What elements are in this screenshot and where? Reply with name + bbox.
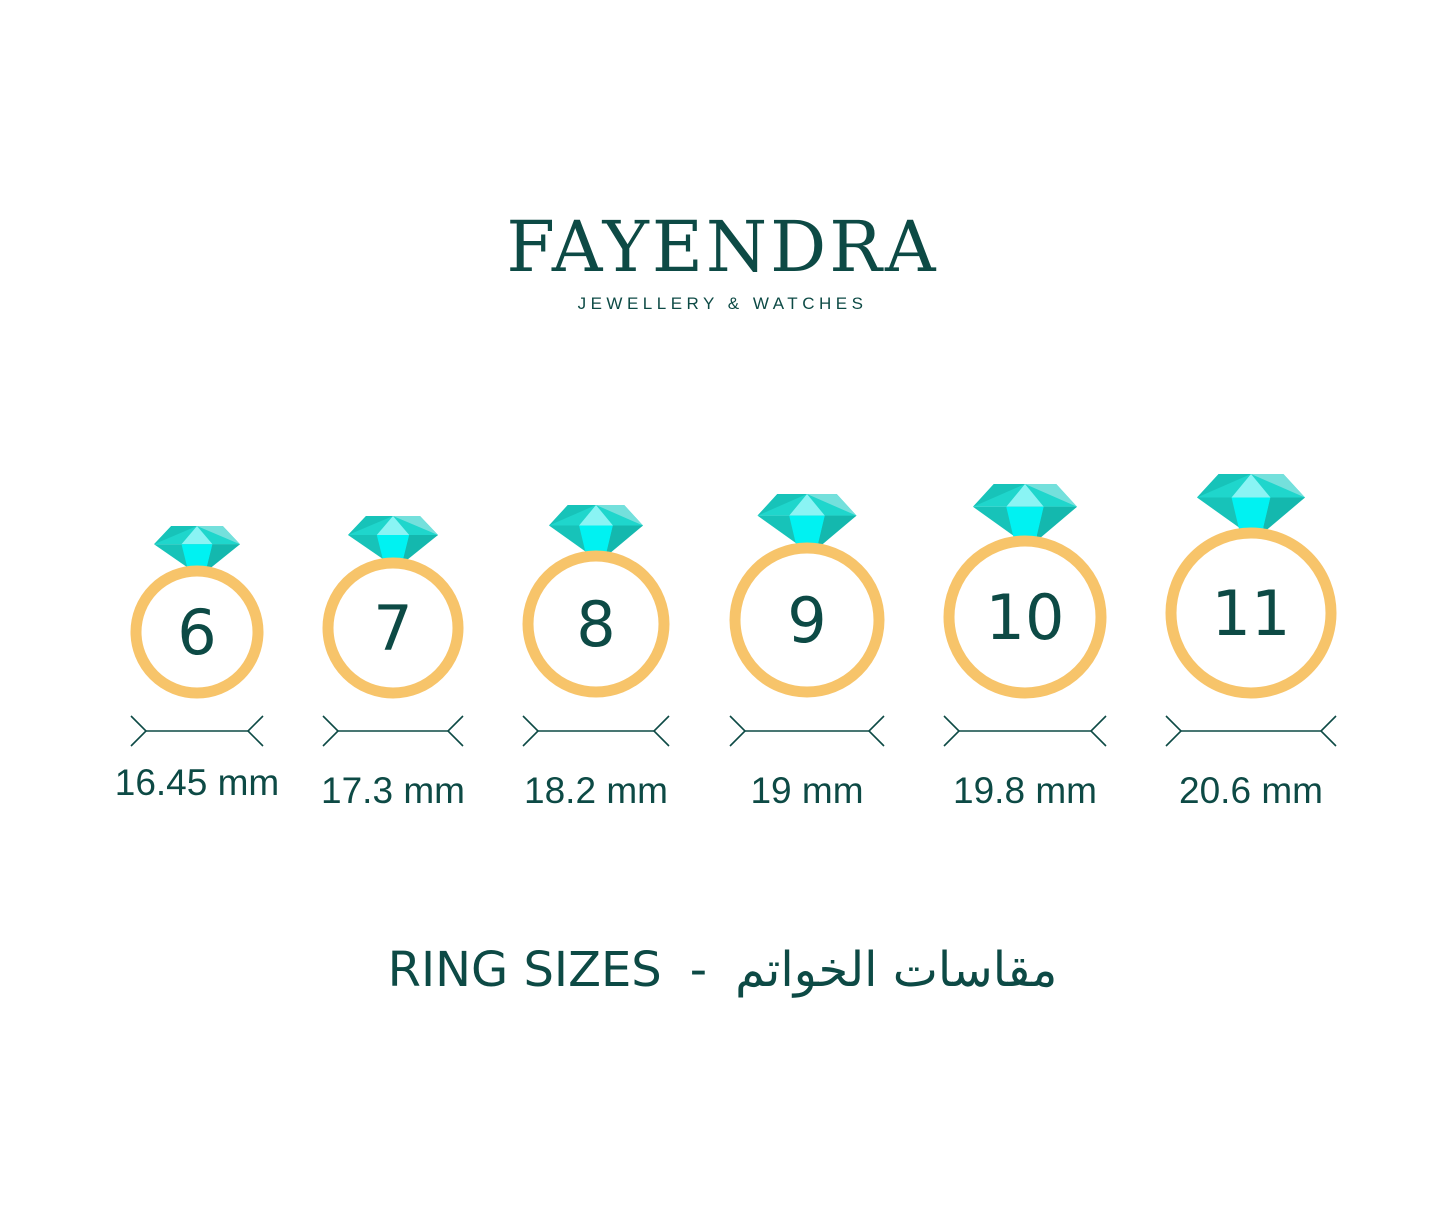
diameter-label: 16.45 mm [114,762,280,803]
ring-band [322,557,464,699]
brand-tagline: JEWELLERY & WATCHES [577,294,868,313]
diamond-icon [348,516,438,566]
diameter-arrow-icon [130,715,264,747]
diameter-label: 19 mm [750,770,864,811]
diameter-arrow-icon [322,715,464,747]
ring-size-number: 10 [986,581,1065,654]
diameter-label: 17.3 mm [321,770,465,811]
ring-band [130,565,264,699]
ring-size-number: 6 [177,596,216,669]
ring-size-6: 6 [130,526,264,747]
ring-size-9: 9 [729,494,885,747]
diamond-icon [154,526,240,574]
diameter-label: 18.2 mm [524,770,668,811]
ring-size-10: 10 [943,484,1107,747]
ring-band [1165,527,1337,699]
footer-title: RING SIZES - مقاسات الخواتم [0,942,1445,998]
diamond-icon [1197,474,1305,536]
ring-band [943,535,1107,699]
diameter-label: 20.6 mm [1179,770,1323,811]
ring-size-11: 11 [1165,474,1337,747]
title-english: RING SIZES [387,942,662,998]
ring-size-8: 8 [522,505,670,747]
diamond-icon [757,494,857,551]
diameter-arrow-icon [522,715,670,747]
title-arabic: مقاسات الخواتم [735,942,1058,998]
ring-band [522,550,670,698]
diameter-label: 19.8 mm [953,770,1097,811]
brand-logo: FAYENDRA [506,206,939,288]
diamond-icon [973,484,1077,544]
diameter-arrow-icon [1165,715,1337,747]
ring-size-number: 11 [1212,577,1291,650]
ring-band [729,542,885,698]
diamond-icon [549,505,643,559]
diameter-arrow-icon [943,715,1107,747]
diameter-arrow-icon [729,715,885,747]
ring-size-number: 9 [787,584,826,657]
ring-size-number: 7 [373,592,412,665]
ring-size-number: 8 [576,588,615,661]
ring-size-7: 7 [322,516,464,747]
title-separator: - [689,942,708,998]
